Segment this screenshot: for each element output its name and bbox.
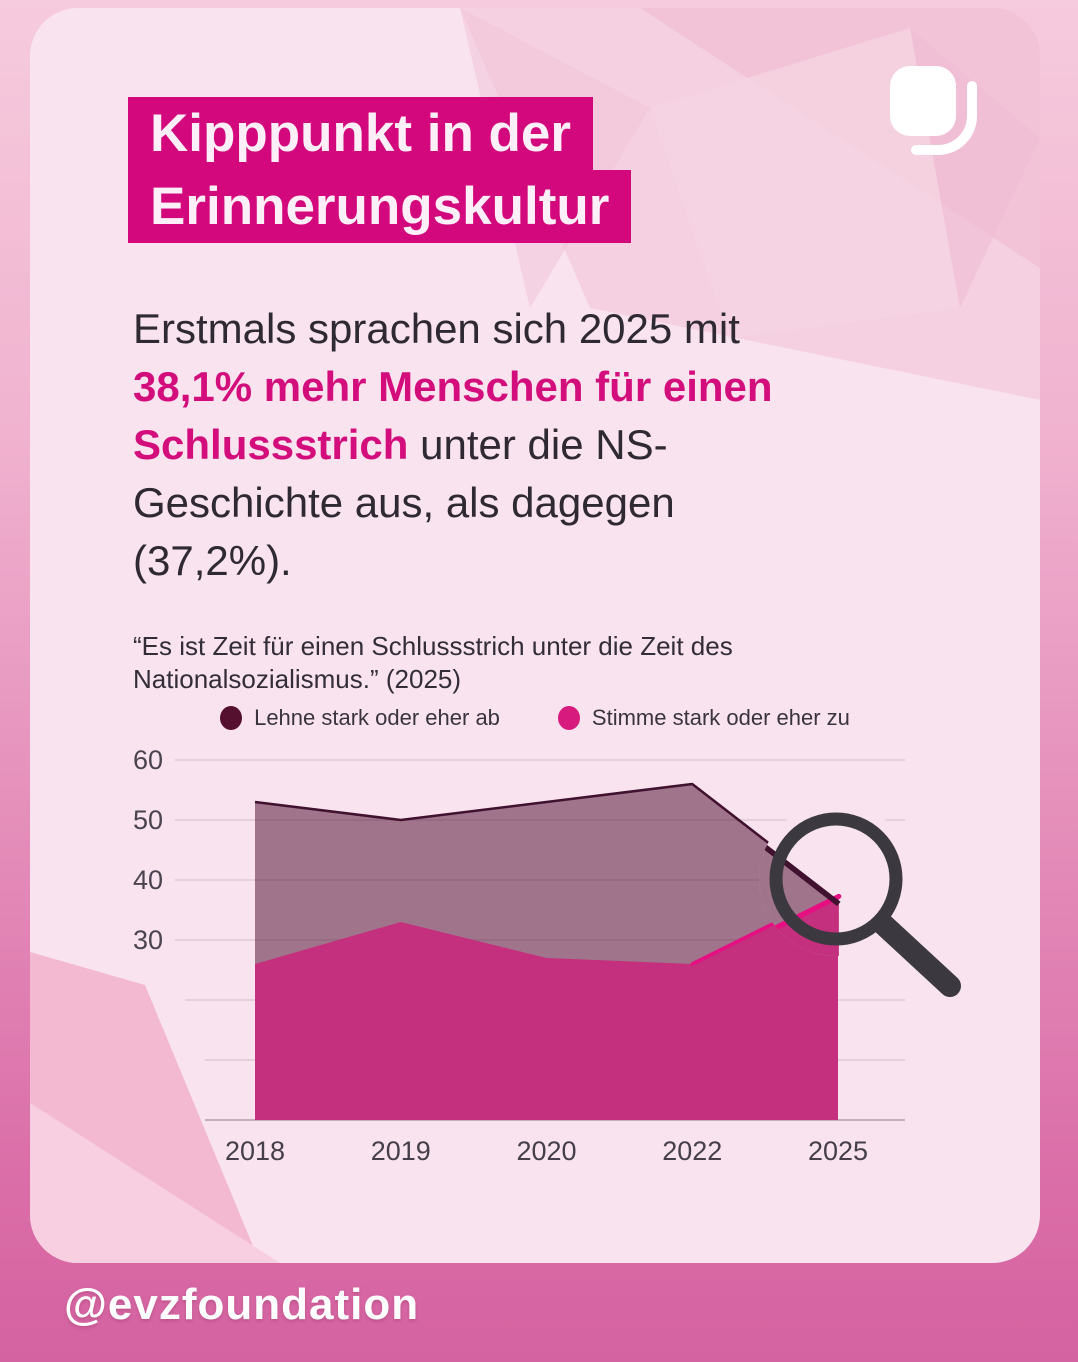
- intro-segment: Erstmals sprachen sich 2025 mit: [133, 305, 740, 352]
- account-handle: @evzfoundation: [64, 1280, 420, 1329]
- legend-item: Lehne stark oder eher ab: [220, 705, 500, 731]
- legend-label: Lehne stark oder eher ab: [254, 705, 500, 730]
- magnifier-handle: [873, 914, 961, 997]
- line-lehne-ab: [254, 782, 839, 898]
- line-stimme-zu: [758, 893, 842, 957]
- intro-line: Erstmals sprachen sich 2025 mit: [133, 300, 963, 358]
- y-tick-label: 40: [133, 865, 163, 895]
- y-tick-label: 50: [133, 805, 163, 835]
- area-stimme-zu: [255, 891, 838, 1120]
- magnifier-ring: [769, 812, 903, 946]
- intro-line: Schlussstrich unter die NS-: [133, 416, 963, 474]
- intro-line: (37,2%).: [133, 532, 963, 590]
- x-tick-label: 2018: [225, 1136, 285, 1166]
- page-title: Kipppunkt in der Erinnerungskultur: [128, 97, 632, 243]
- y-tick-label: 60: [133, 745, 163, 775]
- quote-line: “Es ist Zeit für einen Schlussstrich unt…: [133, 631, 733, 661]
- intro-segment: unter die NS-: [408, 421, 668, 468]
- intro-text: Erstmals sprachen sich 2025 mit 38,1% meh…: [133, 300, 963, 590]
- intro-segment: 38,1% mehr Menschen für einen: [133, 363, 773, 410]
- intro-segment: Geschichte aus, als dagegen: [133, 479, 675, 526]
- infographic-card: Kipppunkt in der Erinnerungskultur Erstma…: [30, 8, 1040, 1263]
- quote-line: Nationalsozialismus.” (2025): [133, 664, 462, 694]
- speech-bubble-icon: [890, 66, 977, 155]
- intro-segment: (37,2%).: [133, 537, 292, 584]
- intro-segment: Schlussstrich: [133, 421, 409, 468]
- x-tick-label: 2025: [808, 1136, 868, 1166]
- title-line: Kipppunkt in der: [128, 97, 594, 170]
- x-tick-label: 2020: [516, 1136, 576, 1166]
- legend-dot-icon: [557, 706, 580, 730]
- legend-label: Stimme stark oder eher zu: [591, 705, 850, 730]
- legend-item: Stimme stark oder eher zu: [557, 705, 850, 731]
- trend-chart: 60 50 40 30 2018 2019 2020 2022 2025: [133, 745, 961, 1166]
- title-line: Erinnerungskultur: [128, 170, 632, 243]
- intro-line: 38,1% mehr Menschen für einen: [133, 358, 963, 416]
- speech-bubble-tail: [911, 81, 977, 155]
- x-tick-label: 2022: [662, 1136, 722, 1166]
- chart-legend: Lehne stark oder eher ab Stimme stark ode…: [30, 705, 1040, 731]
- intro-line: Geschichte aus, als dagegen: [133, 474, 963, 532]
- legend-dot-icon: [220, 706, 243, 730]
- speech-bubble-body: [890, 66, 956, 136]
- chart-title-quote: “Es ist Zeit für einen Schlussstrich unt…: [133, 630, 953, 696]
- y-tick-label: 30: [133, 925, 163, 955]
- chart-series-layer: [254, 782, 840, 1120]
- x-tick-label: 2019: [371, 1136, 431, 1166]
